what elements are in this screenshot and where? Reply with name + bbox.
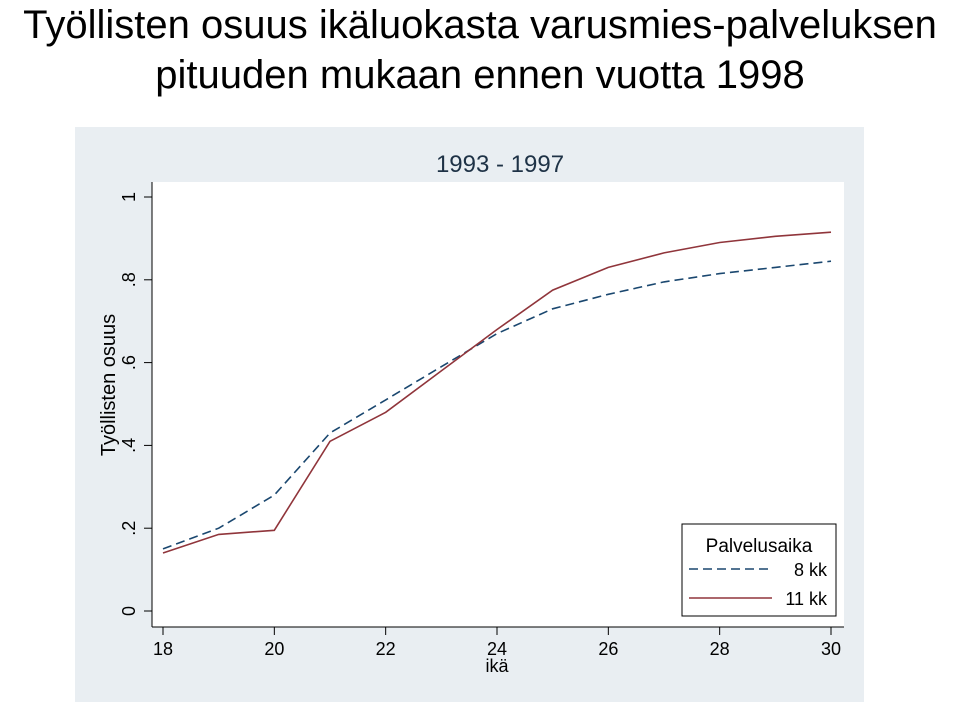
x-tick-label: 26	[598, 639, 618, 659]
x-tick-label: 28	[710, 639, 730, 659]
slide-title: Työllisten osuus ikäluokasta varusmies-p…	[23, 3, 937, 97]
legend-label-11kk: 11 kk	[785, 589, 828, 609]
chart-panel: 1993 - 1997 0 .2 .4 .6 .8 1 18 20 22 24 26 28 30 ikä…	[75, 127, 864, 702]
x-tick-label: 24	[487, 639, 507, 659]
chart-svg: 1993 - 1997 0 .2 .4 .6 .8 1 18 20 22 24 26 28 30 ikä…	[75, 127, 864, 702]
series-line-8kk	[162, 260, 832, 550]
x-tick-label: 22	[376, 639, 396, 659]
y-tick-label: .2	[119, 521, 139, 536]
x-tick-label: 20	[264, 639, 284, 659]
y-tick-label: .4	[119, 438, 139, 453]
legend: Palvelusaika 8 kk 11 kk	[681, 523, 837, 617]
y-tick-label: 1	[119, 192, 139, 202]
x-axis-label: ikä	[485, 656, 509, 676]
y-tick-label: .6	[119, 355, 139, 370]
legend-items: 8 kk 11 kk	[689, 560, 828, 609]
legend-box	[681, 523, 837, 617]
series-line-11kk	[162, 231, 832, 554]
axes: 0 .2 .4 .6 .8 1 18 20 22 24 26 28 30	[119, 182, 844, 659]
chart-title: 1993 - 1997	[436, 151, 564, 178]
x-tick-label: 30	[821, 639, 841, 659]
series-lines	[162, 231, 832, 554]
legend-title: Palvelusaika	[706, 536, 813, 557]
y-tick-label: .8	[119, 272, 139, 287]
x-tick-label: 18	[153, 639, 173, 659]
y-tick-label: 0	[119, 606, 139, 616]
y-axis-label: Työllisten osuus	[98, 314, 120, 456]
legend-label-8kk: 8 kk	[794, 560, 828, 580]
